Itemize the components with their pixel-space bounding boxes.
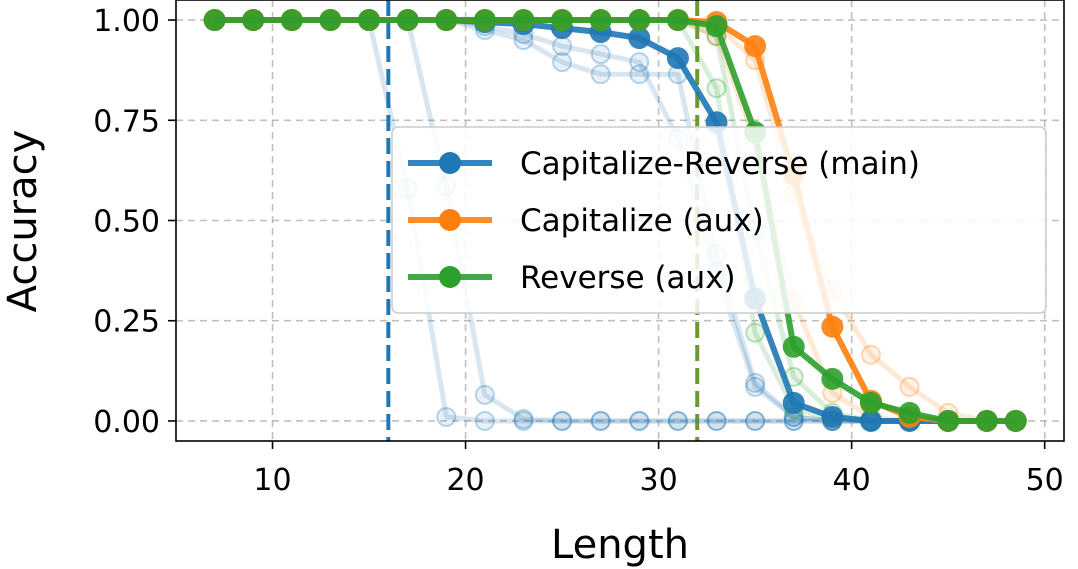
run-point (474, 384, 495, 405)
legend: Capitalize-Reverse (main) Capitalize (aux… (391, 126, 1047, 314)
series-point (666, 47, 689, 70)
run-point (552, 410, 573, 431)
run-point (706, 410, 727, 431)
series-point (666, 9, 689, 32)
series-point (203, 9, 226, 32)
run-point (745, 372, 766, 393)
x-axis-title: Length (551, 522, 689, 568)
run-point (706, 78, 727, 99)
run-point (590, 44, 611, 65)
run-point (667, 410, 688, 431)
series-point (551, 9, 574, 32)
series-point (744, 35, 767, 58)
run-point (590, 64, 611, 85)
run-point (590, 410, 611, 431)
run-point (513, 408, 534, 429)
series-point (473, 9, 496, 32)
legend-label: Capitalize (aux) (520, 203, 764, 239)
run-point (590, 410, 611, 431)
series-point (782, 335, 805, 358)
x-tick-label: 50 (1026, 463, 1064, 498)
series-point (1004, 409, 1027, 432)
y-tick-label: 1.00 (93, 4, 160, 39)
run-point (745, 410, 766, 431)
axis-ticks: 10 20 30 40 50 0.00 0.25 0.50 0.75 1.00 (93, 4, 1064, 498)
series-point (280, 9, 303, 32)
run-point (436, 406, 457, 427)
legend-label: Capitalize-Reverse (main) (520, 146, 920, 182)
series-point (512, 9, 535, 32)
run-point (860, 344, 881, 365)
series-point (435, 9, 458, 32)
series-point (705, 15, 728, 38)
series-point (358, 9, 381, 32)
legend-swatch-marker (439, 152, 461, 174)
x-tick-label: 10 (253, 463, 291, 498)
legend-swatch-marker (439, 266, 461, 288)
series-point (589, 9, 612, 32)
series-point (821, 315, 844, 338)
x-tick-label: 20 (446, 463, 484, 498)
series-point (859, 391, 882, 414)
series-point (319, 9, 342, 32)
run-point (629, 410, 650, 431)
run-point (745, 410, 766, 431)
series-point (396, 9, 419, 32)
run-point (629, 52, 650, 73)
series-point (821, 405, 844, 428)
y-axis-title: Accuracy (0, 130, 46, 313)
series-point (782, 391, 805, 414)
series-line (214, 17, 1016, 424)
run-point (513, 410, 534, 431)
run-point (552, 410, 573, 431)
series-point (898, 401, 921, 424)
run-point (629, 410, 650, 431)
series-point (859, 409, 882, 432)
run-point (552, 52, 573, 73)
series-point (821, 367, 844, 390)
series-point (628, 27, 651, 50)
x-tick-label: 40 (833, 463, 871, 498)
run-point (667, 410, 688, 431)
legend-box (391, 126, 1047, 314)
run-point (899, 376, 920, 397)
run-point (552, 36, 573, 57)
series-point (975, 409, 998, 432)
x-tick-label: 30 (640, 463, 678, 498)
series-point (628, 9, 651, 32)
y-tick-label: 0.75 (93, 104, 160, 139)
y-tick-label: 0.50 (93, 205, 160, 240)
mean-series (203, 9, 1027, 432)
run-point (629, 64, 650, 85)
series-point (242, 9, 265, 32)
run-point (745, 376, 766, 397)
series-point (937, 409, 960, 432)
legend-label: Reverse (aux) (520, 260, 736, 296)
y-tick-label: 0.00 (93, 405, 160, 440)
run-point (745, 322, 766, 343)
run-point (474, 410, 495, 431)
run-point (706, 410, 727, 431)
y-tick-label: 0.25 (93, 305, 160, 340)
legend-swatch-marker (439, 209, 461, 231)
